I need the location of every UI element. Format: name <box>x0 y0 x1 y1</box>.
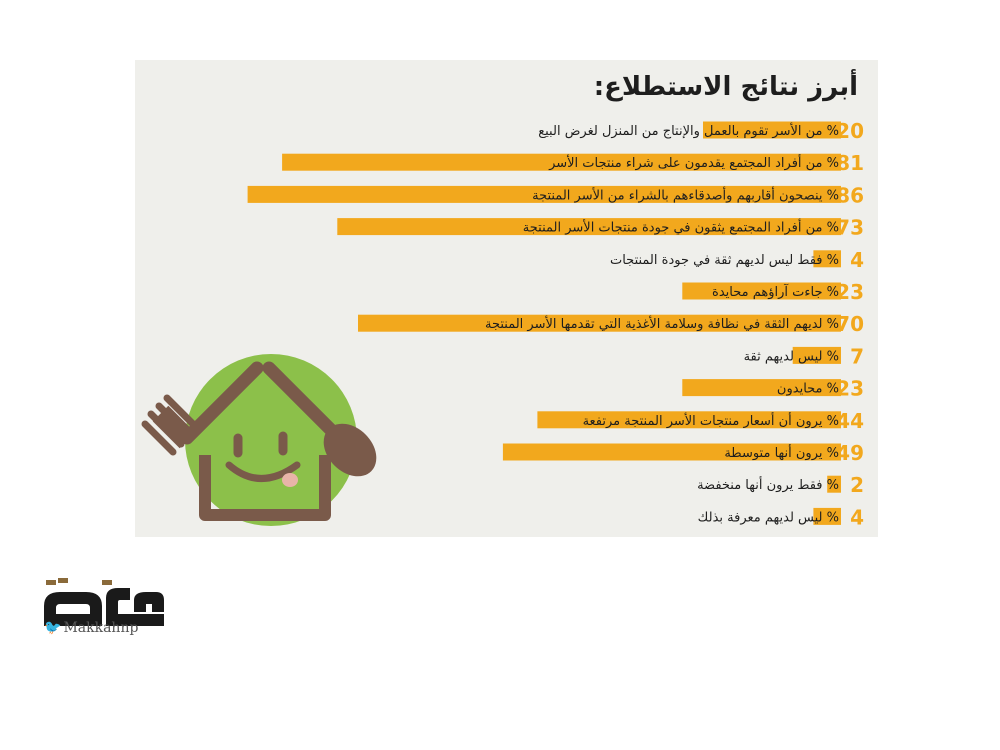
category-label: % من أفراد المجتمع يثقون في جودة منتجات … <box>523 219 839 236</box>
value-label: 4 <box>850 505 864 529</box>
bar <box>247 185 842 203</box>
fork-icon <box>141 361 264 456</box>
value-label: 73 <box>836 216 864 240</box>
makkah-logo <box>44 578 164 626</box>
category-label: % جاءت آراؤهم محايدة <box>712 283 839 300</box>
category-label: % لديهم الثقة في نظافة وسلامة الأغذية ال… <box>485 315 839 332</box>
smiley-icon <box>225 431 301 487</box>
value-label: 20 <box>836 119 864 143</box>
category-label: % ليس لديهم معرفة بذلك <box>698 510 839 525</box>
category-label: % يرون أن أسعار منتجات الأسر المنتجة مرت… <box>583 412 839 429</box>
bar <box>682 282 841 300</box>
category-label: % من الأسر تقوم بالعمل والإنتاج من المنز… <box>538 122 839 139</box>
spoon-icon <box>262 361 377 477</box>
value-label: 4 <box>850 248 864 272</box>
value-label: 7 <box>850 344 864 368</box>
category-label: % ينصحون أقاربهم وأصدقاءهم بالشراء من ال… <box>532 186 839 203</box>
bar <box>813 507 841 525</box>
chart-title: أبرز نتائج الاستطلاع: <box>593 72 858 102</box>
bar <box>337 218 841 236</box>
value-label: 70 <box>836 312 864 336</box>
house-icon <box>199 455 331 521</box>
bar <box>813 250 841 268</box>
value-label: 86 <box>836 183 864 207</box>
bar-chart: 20% من الأسر تقوم بالعمل والإنتاج من الم… <box>247 119 864 529</box>
twitter-bird-icon: 🐦 <box>44 620 62 636</box>
bar <box>827 475 841 493</box>
category-label: % فقط ليس لديهم ثقة في جودة المنتجات <box>610 253 839 268</box>
category-label: % من أفراد المجتمع يقدمون على شراء منتجا… <box>548 154 839 171</box>
category-label: % فقط يرون أنها منخفضة <box>697 476 839 493</box>
handle-text: Makkahnp <box>63 620 139 636</box>
value-label: 2 <box>850 473 864 497</box>
twitter-handle[interactable]: 🐦 Makkahnp <box>44 620 138 636</box>
house-illustration <box>141 354 377 526</box>
category-label: % محايدون <box>777 382 839 397</box>
bar <box>682 379 841 397</box>
category-label: % ليس لديهم ثقة <box>744 349 839 364</box>
bar <box>282 153 842 171</box>
category-label: % يرون أنها متوسطة <box>724 444 839 461</box>
value-label: 49 <box>836 441 864 465</box>
value-label: 81 <box>836 151 864 175</box>
bar <box>537 411 841 429</box>
value-label: 23 <box>836 377 864 401</box>
value-label: 23 <box>836 280 864 304</box>
value-label: 44 <box>836 409 864 433</box>
bar <box>358 314 841 332</box>
bar <box>792 346 841 364</box>
bar <box>703 121 841 139</box>
bar <box>502 443 841 461</box>
chart-panel: أبرز نتائج الاستطلاع: 20% من الأسر تقوم … <box>135 60 878 537</box>
